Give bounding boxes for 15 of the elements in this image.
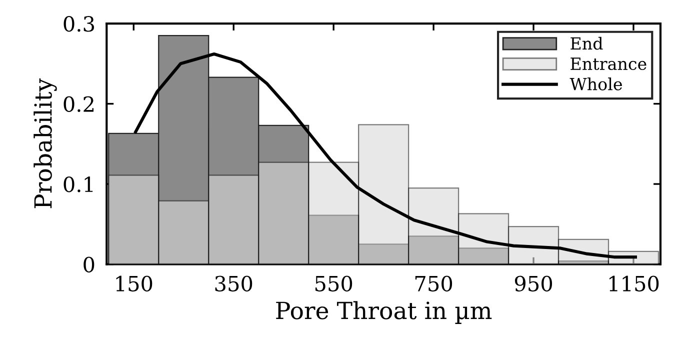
x-tick-label: 150	[116, 276, 152, 292]
x-tick-label: 950	[514, 276, 552, 292]
legend-label: Entrance	[570, 58, 646, 70]
x-tick-label: 1150	[610, 276, 659, 292]
x-tick-label: 550	[315, 276, 352, 292]
x-tick-label: 750	[415, 276, 452, 292]
x-axis-title: Pore Throat in µm	[276, 301, 492, 324]
y-tick-label: 0.2	[64, 96, 94, 112]
y-axis-title: Probability	[34, 78, 57, 208]
x-tick-label: 350	[215, 276, 252, 292]
legend-label: Whole	[570, 77, 622, 90]
y-tick-label: 0	[84, 256, 94, 272]
legend-label: End	[570, 36, 603, 50]
y-tick-label: 0.3	[64, 16, 94, 32]
y-tick-label: 0.1	[64, 176, 93, 192]
